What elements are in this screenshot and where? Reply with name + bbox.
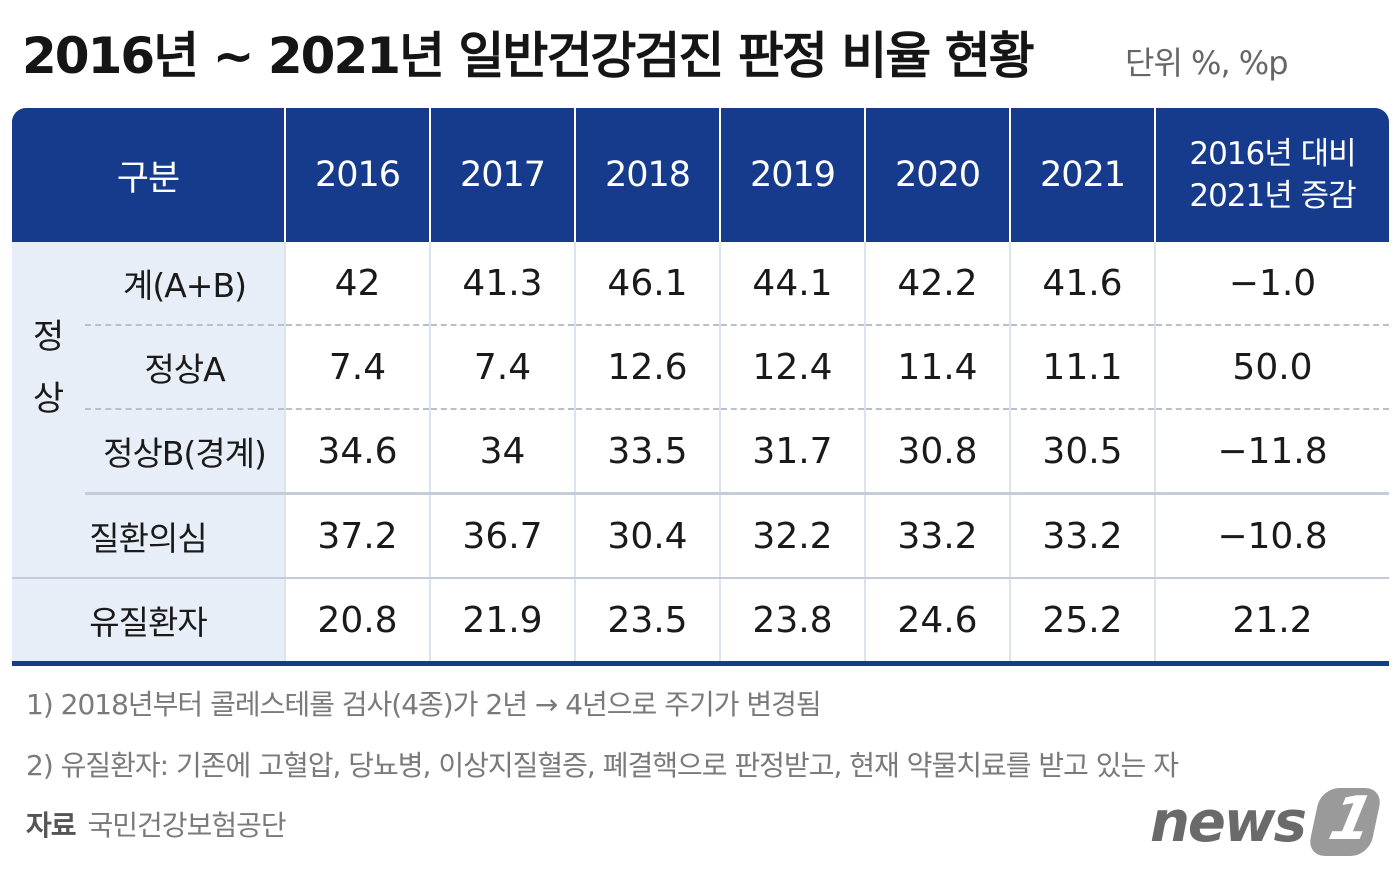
row-label: 정상A [85,325,285,410]
source-text: 국민건강보험공단 [87,809,287,842]
cell-value: 7.4 [284,325,430,410]
header-year: 2019 [719,108,865,242]
header-change: 2016년 대비 2021년 증감 [1154,108,1389,242]
table-row: 질환의심 37.2 36.7 30.4 32.2 33.2 33.2 −10.8 [12,493,1389,579]
cell-value: 34 [429,409,575,495]
cell-change: −1.0 [1154,242,1389,326]
source-label: 자료 [26,809,77,842]
news1-logo: news 1 [1150,784,1384,862]
header-year: 2016 [284,108,430,242]
group-label-char: 정 [32,316,65,357]
cell-value: 33.2 [864,493,1010,579]
footnote: 1) 2018년부터 콜레스테롤 검사(4종)가 2년 → 4년으로 주기가 변… [26,688,822,721]
cell-value: 42 [284,242,430,326]
cell-change: 50.0 [1154,325,1389,410]
cell-value: 7.4 [429,325,575,410]
header-year: 2018 [574,108,720,242]
cell-value: 41.6 [1009,242,1155,326]
group-label-normal: 정 상 [12,242,85,494]
cell-value: 42.2 [864,242,1010,326]
table-row: 정상B(경계) 34.6 34 33.5 31.7 30.8 30.5 −11.… [12,409,1389,495]
cell-value: 41.3 [429,242,575,326]
group-label-char: 상 [32,378,65,419]
logo-text: news [1150,790,1307,855]
cell-value: 36.7 [429,493,575,579]
source-line: 자료 국민건강보험공단 [26,804,287,844]
cell-value: 24.6 [864,578,1010,666]
header-change-line2: 2021년 증감 [1189,178,1356,214]
unit-label: 단위 %, %p [1125,44,1289,82]
cell-value: 32.2 [719,493,865,579]
stats-table: 구분 2016 2017 2018 2019 2020 2021 2016년 대… [12,108,1389,666]
cell-value: 23.5 [574,578,720,666]
table-row: 정상A 7.4 7.4 12.6 12.4 11.4 11.1 50.0 [12,325,1389,410]
table-row: 정 상 계(A+B) 42 41.3 46.1 44.1 42.2 41.6 −… [12,242,1389,494]
cell-change: −11.8 [1154,409,1389,495]
row-label: 유질환자 [12,578,285,666]
header-category: 구분 [12,108,285,242]
cell-value: 31.7 [719,409,865,495]
cell-value: 37.2 [284,493,430,579]
cell-value: 33.5 [574,409,720,495]
cell-value: 30.5 [1009,409,1155,495]
header-year: 2021 [1009,108,1155,242]
row-label: 계(A+B) [85,242,285,326]
cell-value: 12.6 [574,325,720,410]
cell-value: 30.4 [574,493,720,579]
header-row: 구분 2016 2017 2018 2019 2020 2021 2016년 대… [12,108,1389,242]
page-title: 2016년 ~ 2021년 일반건강검진 판정 비율 현황 [22,27,1035,85]
row-label: 질환의심 [12,493,285,579]
header-year: 2017 [429,108,575,242]
cell-value: 46.1 [574,242,720,326]
cell-value: 20.8 [284,578,430,666]
cell-value: 23.8 [719,578,865,666]
footnote: 2) 유질환자: 기존에 고혈압, 당뇨병, 이상지질혈증, 폐결핵으로 판정받… [26,749,1179,782]
cell-value: 30.8 [864,409,1010,495]
cell-value: 34.6 [284,409,430,495]
cell-value: 12.4 [719,325,865,410]
cell-value: 21.9 [429,578,575,666]
cell-value: 11.4 [864,325,1010,410]
cell-value: 25.2 [1009,578,1155,666]
logo-mark-text: 1 [1323,784,1380,854]
cell-change: 21.2 [1154,578,1389,666]
cell-value: 11.1 [1009,325,1155,410]
cell-value: 44.1 [719,242,865,326]
row-label: 정상B(경계) [85,409,285,495]
logo-mark: 1 [1306,784,1384,856]
cell-value: 33.2 [1009,493,1155,579]
header-year: 2020 [864,108,1010,242]
table-row: 유질환자 20.8 21.9 23.5 23.8 24.6 25.2 21.2 [12,578,1389,666]
cell-change: −10.8 [1154,493,1389,579]
header-change-line1: 2016년 대비 [1189,136,1356,172]
